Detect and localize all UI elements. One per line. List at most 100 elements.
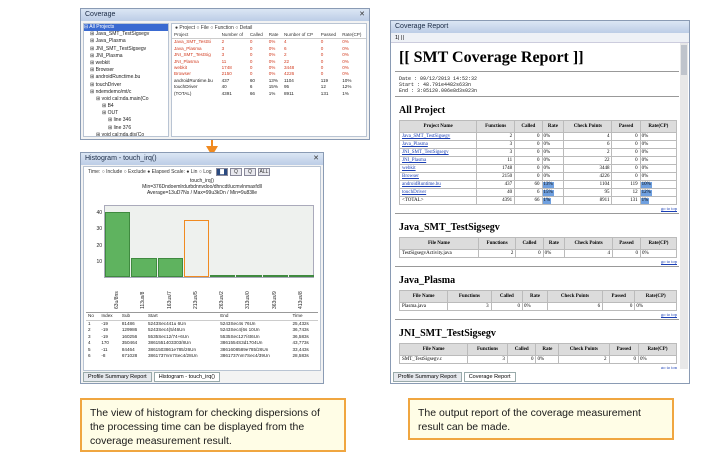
table-row[interactable]: 5 -11 84464 3861503861e785/26Un 3861608589e7… bbox=[86, 347, 318, 354]
column-header[interactable]: Rate(CP) bbox=[340, 32, 366, 40]
tree-item[interactable]: ⊞ OUT bbox=[102, 110, 119, 117]
view-option-project[interactable]: ● Project bbox=[175, 25, 197, 31]
go-to-top-link[interactable]: go to top bbox=[660, 365, 677, 369]
column-header[interactable]: Index bbox=[99, 313, 120, 321]
name-cell[interactable]: touchDriver bbox=[398, 188, 478, 197]
view-option-detail[interactable]: ○ Detail bbox=[235, 25, 253, 31]
tab[interactable]: Histogram - touch_irq() bbox=[153, 372, 220, 382]
num-cell: 3 bbox=[467, 355, 508, 364]
go-to-top-link[interactable]: go to top bbox=[660, 206, 677, 211]
tree-item[interactable]: ⊟ All Projects bbox=[84, 24, 168, 32]
histogram-bar[interactable] bbox=[157, 257, 183, 277]
column-header[interactable]: End bbox=[218, 313, 291, 321]
close-icon[interactable]: ✕ bbox=[359, 11, 365, 18]
num-cell: 3 bbox=[476, 140, 516, 149]
go-to-top-link[interactable]: go to top bbox=[660, 259, 677, 264]
table-row[interactable]: 3 -19 160256 5535Sec12/74+6Un 5535Sec127/4t6… bbox=[86, 334, 318, 341]
rate-value: 10% bbox=[640, 181, 652, 188]
column-header[interactable]: No bbox=[86, 313, 100, 321]
name-cell[interactable]: JNI_Plasma bbox=[398, 156, 478, 165]
histogram-tabs[interactable]: Profile Summary Report Histogram - touch_… bbox=[83, 372, 220, 382]
tab[interactable]: Coverage Report bbox=[463, 372, 516, 382]
table-row[interactable]: (TOTAL) 4391 66 1% 8911 131 1% bbox=[172, 91, 366, 97]
histogram-bar[interactable] bbox=[288, 275, 314, 277]
close-icon[interactable]: ✕ bbox=[313, 155, 319, 162]
column-header[interactable]: Time bbox=[290, 313, 318, 321]
table-row[interactable]: Java_Plasma 3 0 0% 6 0 0% bbox=[172, 46, 366, 52]
tree-item[interactable]: ⊞ Java_SMT_TestSigsegv bbox=[90, 31, 150, 38]
report-toolbar[interactable]: 1| || bbox=[391, 33, 689, 43]
table-row[interactable]: 6 -8 671028 3861737nm7Sec4/28Un 3861737nm7Se… bbox=[86, 353, 318, 360]
table-row[interactable]: touchDriver 40 6 15% 95 12 12% bbox=[172, 84, 366, 90]
column-header: Check Points bbox=[563, 120, 613, 133]
table-row[interactable]: webkit 1748 0 0% 3448 0 0% bbox=[172, 65, 366, 71]
histogram-bar[interactable] bbox=[183, 220, 209, 277]
name-cell[interactable]: webkit bbox=[398, 164, 478, 173]
histogram-bar[interactable] bbox=[262, 275, 288, 277]
tree-item[interactable]: ⊞ JNI_Plasma bbox=[90, 52, 123, 59]
name-cell[interactable]: androidRuntime.bu bbox=[398, 180, 478, 189]
histogram-toolbar[interactable]: ▇ Q Q ALL bbox=[216, 168, 270, 176]
tree-item[interactable]: ⊞ line 346 bbox=[108, 117, 132, 124]
name-cell[interactable]: JNI_SMT_TestSigsegv bbox=[398, 148, 478, 157]
histogram-options[interactable]: Time: ○ Include ○ Exclude ● Elapsed Scal… bbox=[84, 167, 320, 178]
go-to-top-link[interactable]: go to top bbox=[660, 312, 677, 317]
tree-item[interactable]: ⊞ touchDriver bbox=[90, 81, 122, 88]
column-header[interactable]: Number of CP bbox=[281, 32, 319, 40]
report-toolbar-label[interactable]: 1| || bbox=[395, 35, 404, 41]
histogram-bar[interactable] bbox=[236, 275, 262, 277]
column-header[interactable]: Sub bbox=[119, 313, 146, 321]
report-tabs[interactable]: Profile Summary Report Coverage Report bbox=[393, 372, 516, 382]
report-title: Coverage Report bbox=[395, 23, 449, 30]
tab[interactable]: Profile Summary Report bbox=[83, 372, 152, 382]
tree-item[interactable]: ⊞ androidRunctime.bu bbox=[90, 74, 141, 81]
histogram-tool-button[interactable]: ALL bbox=[258, 168, 270, 176]
rate-value: 12% bbox=[640, 189, 652, 196]
view-option-file[interactable]: ○ File bbox=[196, 25, 211, 31]
table-row[interactable]: 1 -19 81486 5243Sec441u 6Un 5243Sec4s 76Un 25… bbox=[86, 320, 318, 327]
table-row[interactable]: JNI_Plasma 11 0 0% 22 0 0% bbox=[172, 59, 366, 65]
tree-item[interactable]: ⊞ Java_Plasma bbox=[90, 38, 126, 45]
table-row[interactable]: Java_SMT_TestSi 2 0 0% 4 0 0% bbox=[172, 39, 366, 46]
name-cell[interactable]: Browser bbox=[398, 172, 478, 181]
tree-item[interactable]: ⊞ ndemdemo/mt/c bbox=[90, 88, 132, 95]
tree-item[interactable]: ⊞ B4 bbox=[102, 103, 114, 110]
table-cell: 0 bbox=[249, 45, 253, 51]
column-header[interactable]: Start bbox=[145, 313, 219, 321]
project-tree[interactable]: ⊟ All Projects ⊞ Java_SMT_TestSigsegv ⊞ Ja… bbox=[83, 23, 169, 137]
table-row[interactable]: androidRuntime.bu 437 60 13% 1104 119 10% bbox=[172, 78, 366, 84]
column-header[interactable]: Rate bbox=[266, 32, 282, 40]
table-row[interactable]: Browser 2150 0 0% 4226 0 0% bbox=[172, 71, 366, 77]
histogram-plot[interactable] bbox=[104, 205, 314, 278]
scrollbar-thumb[interactable] bbox=[681, 45, 687, 75]
histogram-bar[interactable] bbox=[105, 212, 131, 277]
report-scrollbar[interactable] bbox=[680, 43, 688, 369]
tree-item[interactable]: ⊞ JNI_SMT_TestSigsegv bbox=[90, 45, 147, 52]
histogram-tool-button[interactable]: ▇ bbox=[216, 168, 228, 176]
table-cell: 40 bbox=[221, 84, 227, 90]
num-cell: 0 bbox=[514, 172, 543, 181]
table-row[interactable]: 2 -19 129986 5243Sec4(5/46Un 5243Sec4(6s 10U… bbox=[86, 327, 318, 334]
histogram-tool-button[interactable]: Q bbox=[244, 168, 256, 176]
tree-item[interactable]: ⊞ void cal:nda.main(Co bbox=[96, 95, 149, 102]
column-header[interactable]: Number of bbox=[219, 32, 248, 40]
tree-item[interactable]: ⊞ void cal:nda.dis(Co bbox=[96, 131, 145, 137]
tree-item[interactable]: ⊞ line 376 bbox=[108, 124, 132, 131]
name-cell[interactable]: Java_SMT_TestSigsegv bbox=[398, 132, 478, 141]
table-row[interactable]: JNI_SMT_TestSig 3 0 0% 2 0 0% bbox=[172, 52, 366, 58]
histogram-options-text[interactable]: Time: ○ Include ○ Exclude ● Elapsed Scal… bbox=[88, 169, 212, 175]
column-header[interactable]: Passed bbox=[318, 32, 341, 40]
tree-item[interactable]: ⊞ webkit bbox=[90, 59, 110, 66]
histogram-bar[interactable] bbox=[210, 275, 236, 277]
tree-item[interactable]: ⊞ Browser bbox=[90, 67, 114, 74]
section-table: File Name Functions Called Rate Check Points… bbox=[398, 290, 677, 311]
column-header[interactable]: Called bbox=[247, 32, 267, 40]
tab[interactable]: Profile Summary Report bbox=[393, 372, 462, 382]
coverage-view-options[interactable]: ● Project ○ File ○ Function ○ Detail bbox=[172, 24, 366, 32]
histogram-bar[interactable] bbox=[131, 257, 157, 277]
histogram-tool-button[interactable]: Q bbox=[230, 168, 242, 176]
name-cell[interactable]: Java_Plasma bbox=[398, 140, 478, 149]
table-row[interactable]: 4 170 350464 3861551403303/8Un 3861554S3d170… bbox=[86, 340, 318, 347]
view-option-function[interactable]: ○ Function bbox=[210, 25, 236, 31]
column-header[interactable]: Project bbox=[172, 32, 220, 40]
